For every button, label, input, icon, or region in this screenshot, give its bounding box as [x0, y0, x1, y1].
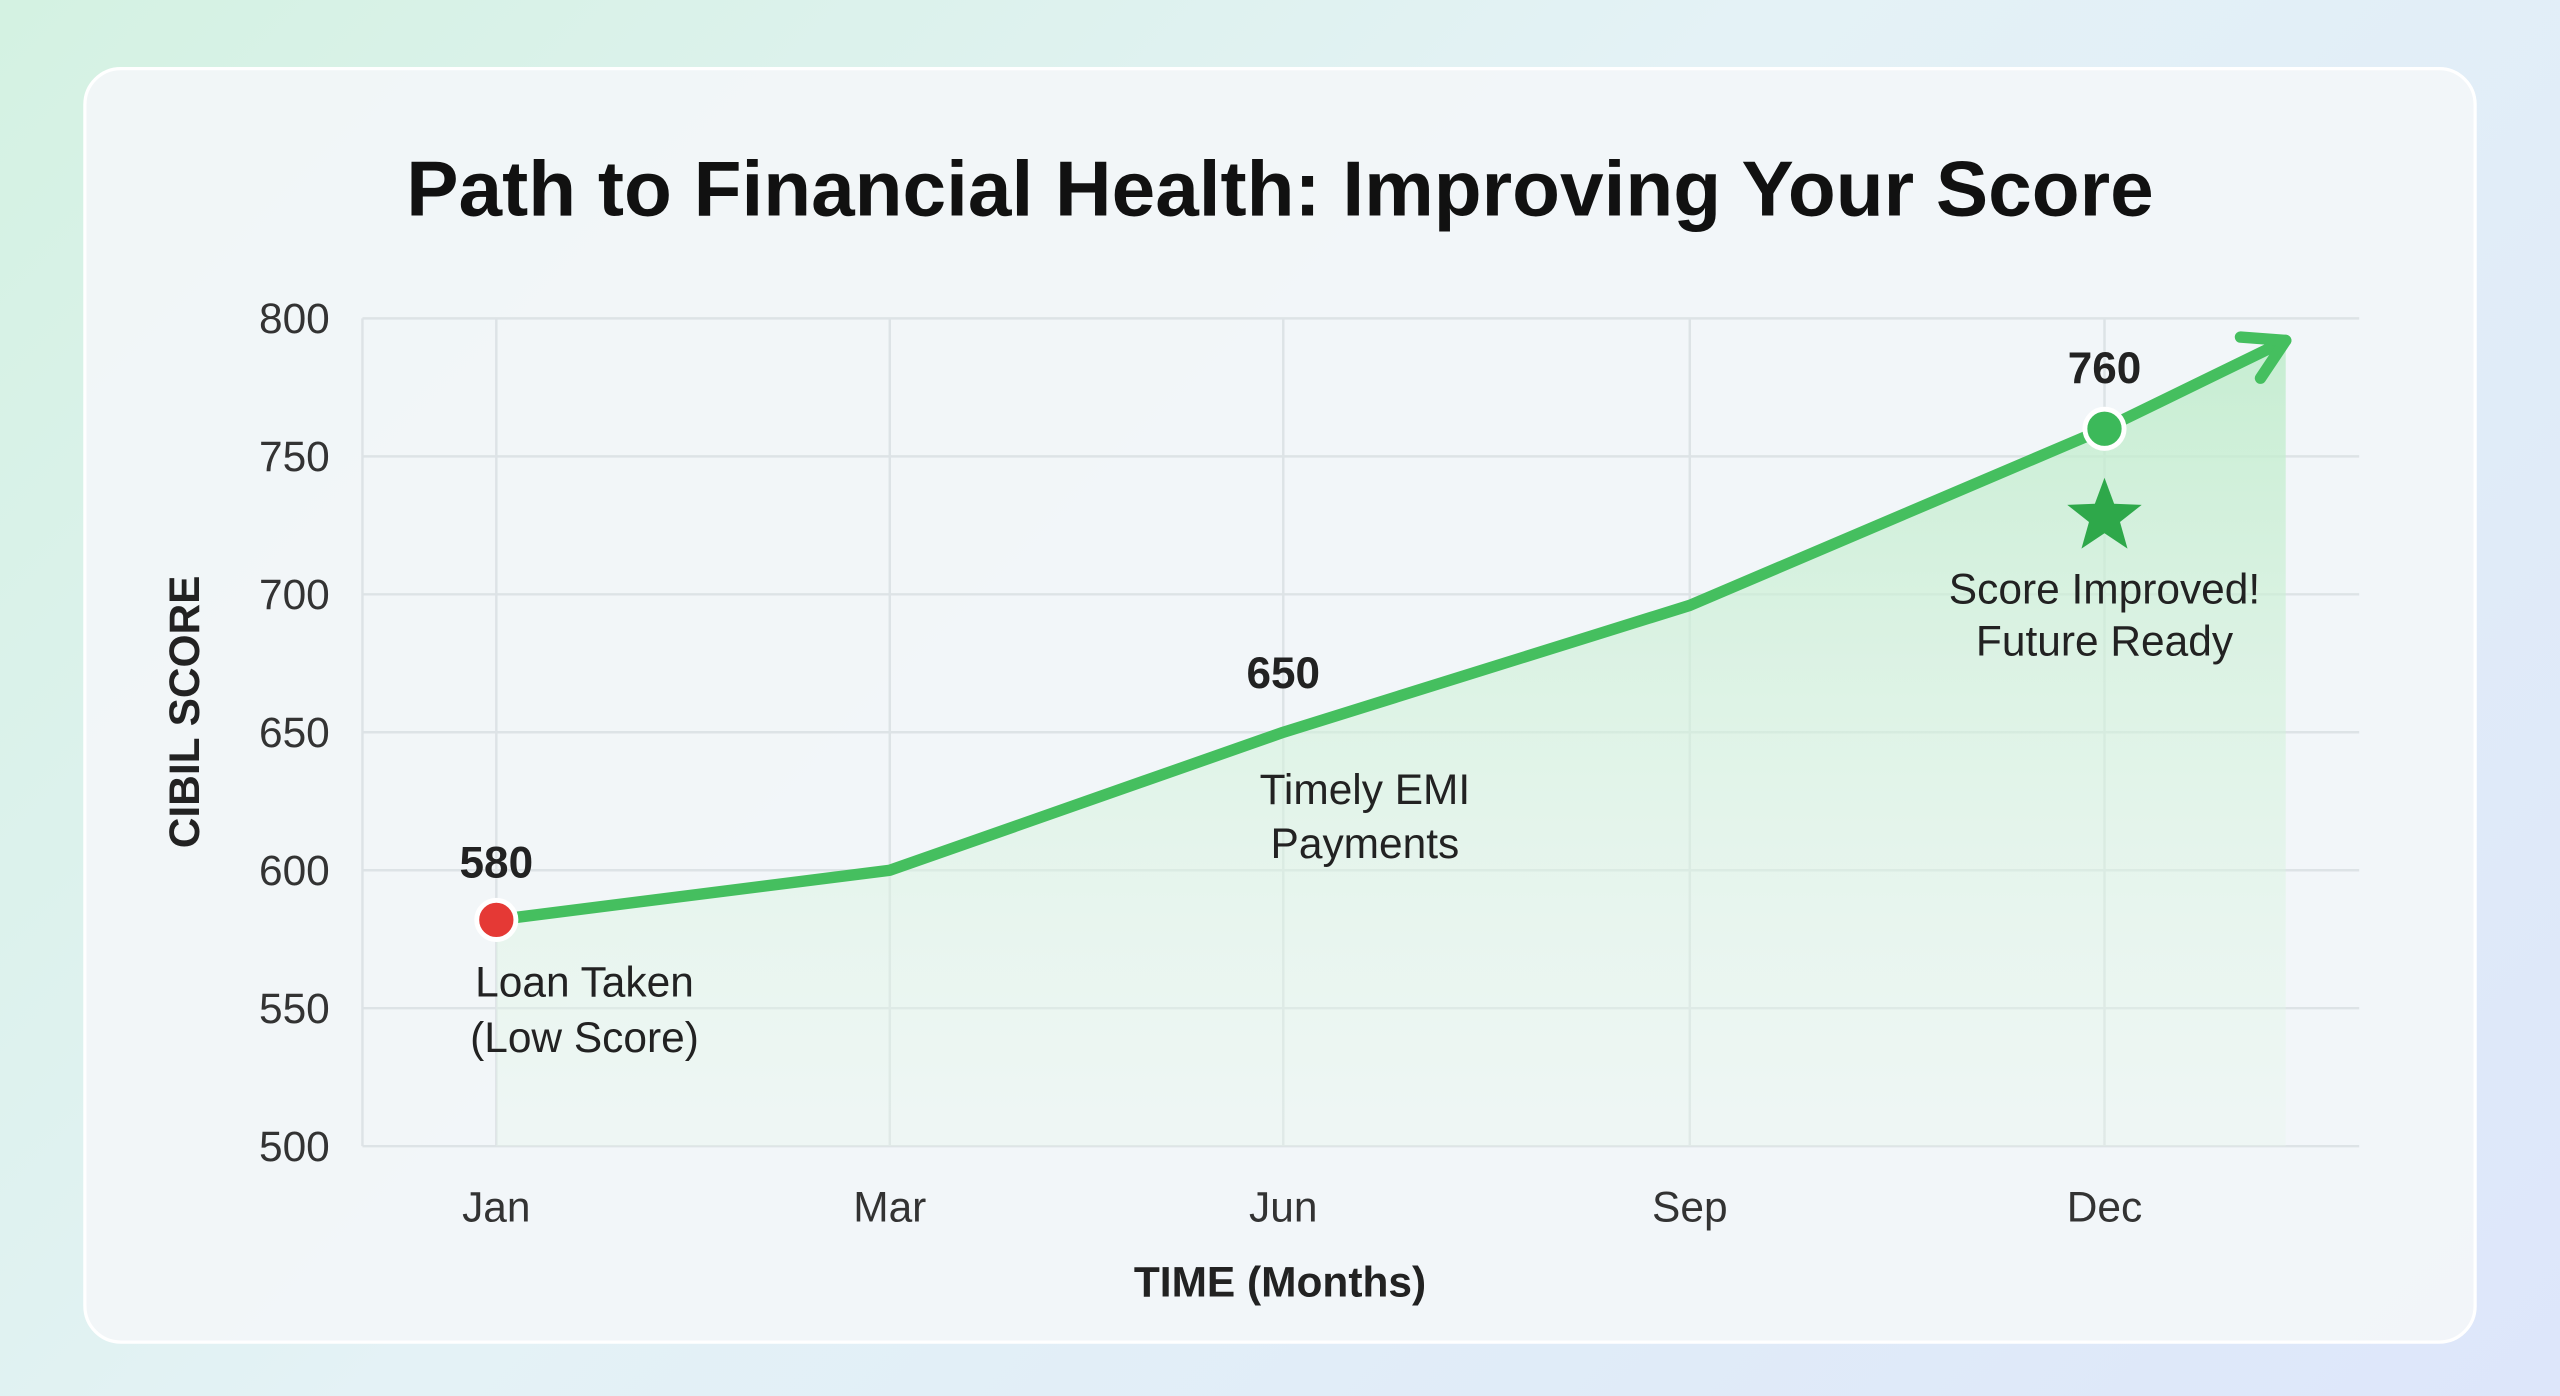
annotation-jan: 580 Loan Taken (Low Score)	[460, 838, 699, 1061]
annotation-text: Score Improved!	[1949, 565, 2260, 612]
y-axis-label: CIBIL SCORE	[161, 576, 208, 849]
y-tick-label: 600	[259, 847, 330, 894]
annotation-text: (Low Score)	[470, 1014, 699, 1061]
x-tick-label: Dec	[2067, 1183, 2142, 1230]
annotation-text: Payments	[1271, 820, 1460, 867]
x-tick-label: Jun	[1249, 1183, 1317, 1230]
y-tick-label: 650	[259, 709, 330, 756]
y-tick-label: 550	[259, 985, 330, 1032]
value-label: 650	[1246, 649, 1320, 698]
star-icon	[2067, 477, 2142, 549]
value-label: 580	[460, 838, 534, 887]
y-tick-label: 700	[259, 571, 330, 618]
x-tick-label: Jan	[462, 1183, 530, 1230]
x-axis-label: TIME (Months)	[1134, 1258, 1426, 1305]
score-line	[490, 334, 2292, 926]
chart-title: Path to Financial Health: Improving Your…	[406, 145, 2153, 233]
y-tick-label: 800	[259, 295, 330, 342]
y-tick-label: 750	[259, 433, 330, 480]
area-fill	[496, 340, 2286, 1147]
data-point-marker	[2082, 406, 2127, 451]
y-tick-label: 500	[259, 1123, 330, 1170]
annotations: 580 Loan Taken (Low Score) 650 Timely EMI Pay…	[460, 344, 2261, 1061]
value-label: 760	[2068, 344, 2142, 393]
x-tick-label: Mar	[853, 1183, 926, 1230]
annotation-jun: 650 Timely EMI Payments	[1246, 649, 1470, 867]
annotation-text: Timely EMI	[1260, 766, 1471, 813]
x-tick-label: Sep	[1652, 1183, 1728, 1230]
annotation-text: Future Ready	[1976, 618, 2234, 665]
data-point-marker	[474, 897, 519, 942]
trend-arrow-icon	[2234, 331, 2292, 384]
axis-ticks: 500 550 600 650 700 750 800 Jan Mar Jun Sep Dec	[259, 295, 2142, 1230]
annotation-text: Loan Taken	[475, 959, 694, 1006]
annotation-dec: 760 Score Improved! Future Ready	[1949, 344, 2260, 665]
